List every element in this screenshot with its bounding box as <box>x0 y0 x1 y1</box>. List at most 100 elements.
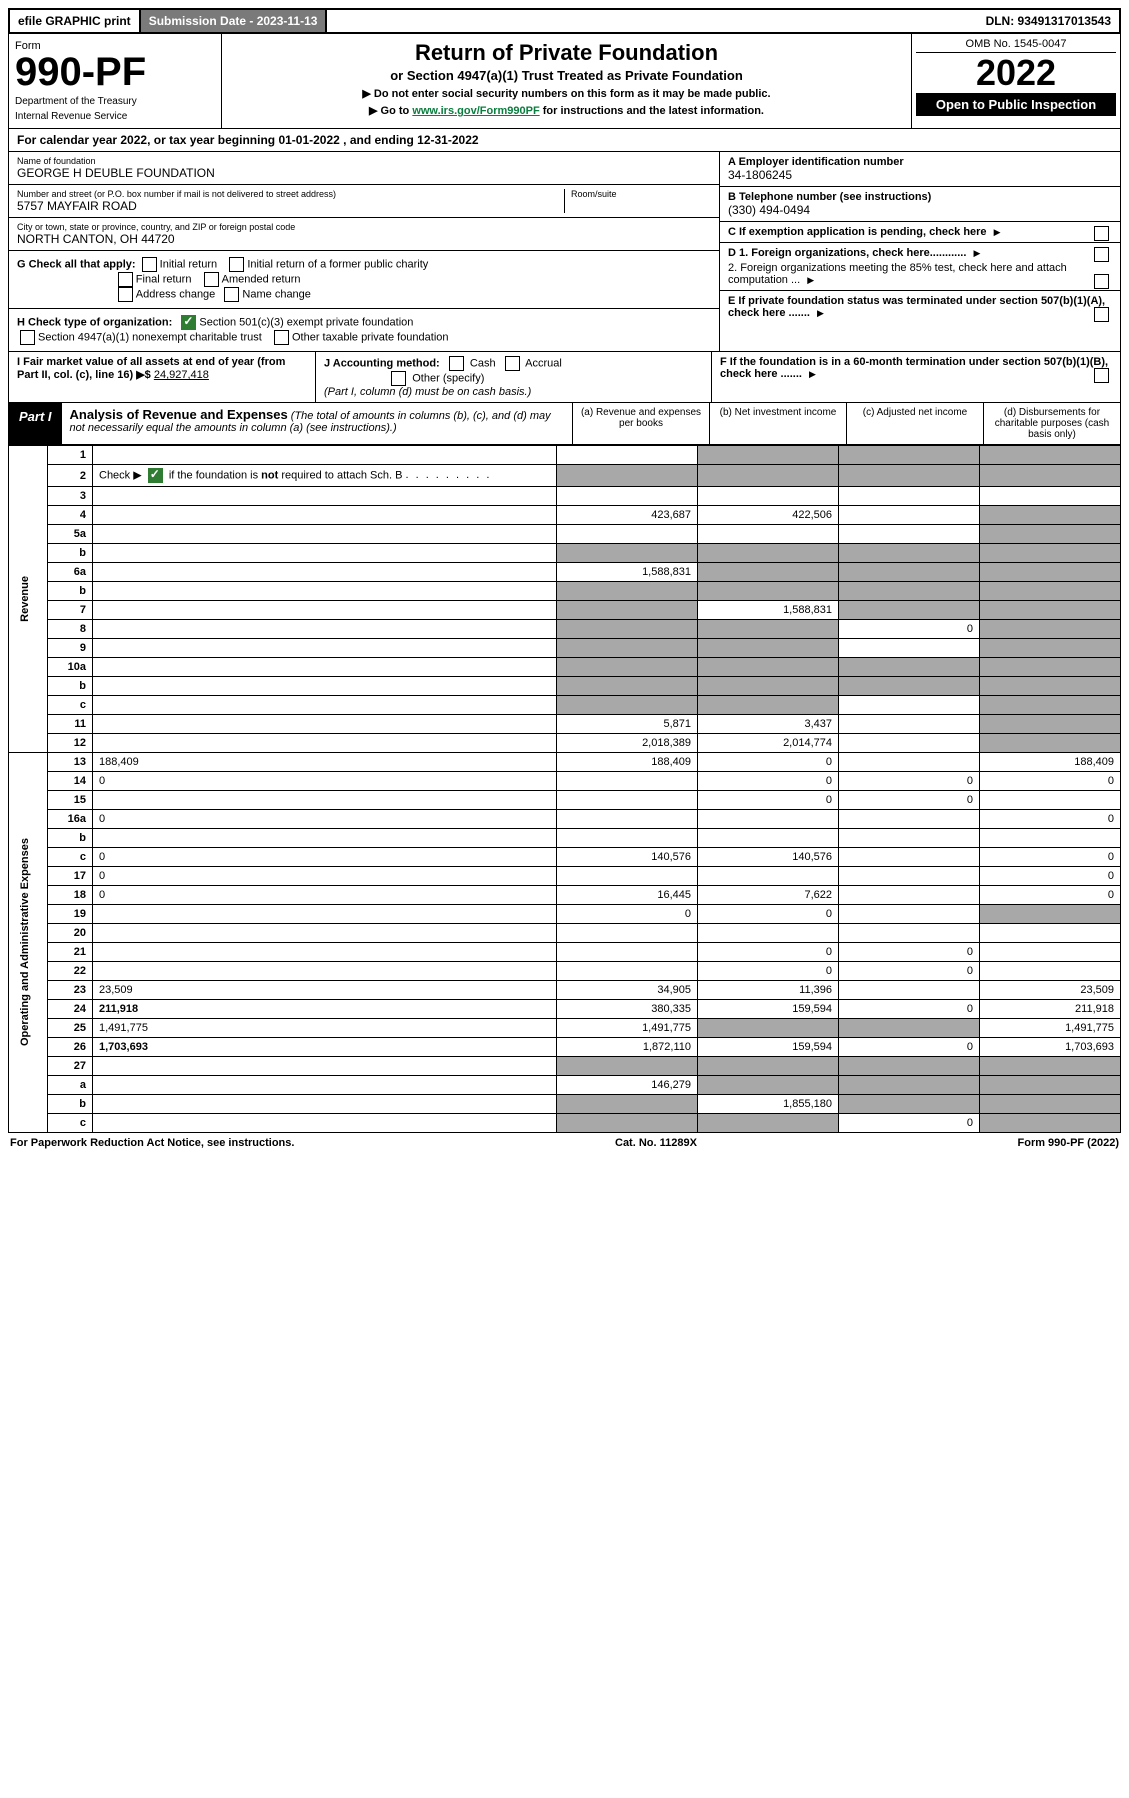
part1-title: Analysis of Revenue and Expenses <box>70 407 288 422</box>
form-header: Form 990-PF Department of the Treasury I… <box>8 34 1121 129</box>
table-row: 1700 <box>9 867 1121 886</box>
table-row: 18016,4457,6220 <box>9 886 1121 905</box>
line-description: 188,409 <box>93 753 557 772</box>
line-number: a <box>48 1076 93 1095</box>
goto-prefix: ▶ Go to <box>369 105 412 117</box>
col-b-value: 422,506 <box>698 506 839 525</box>
line-description: 23,509 <box>93 981 557 1000</box>
col-c-value: 0 <box>839 620 980 639</box>
col-b-value <box>698 810 839 829</box>
accrual-checkbox[interactable] <box>505 356 520 371</box>
part1-table: Revenue12Check ▶ if the foundation is no… <box>8 445 1121 1133</box>
col-d-value <box>980 829 1121 848</box>
d2-checkbox[interactable] <box>1094 274 1109 289</box>
addr-label: Number and street (or P.O. box number if… <box>17 189 564 199</box>
line-description: 1,703,693 <box>93 1038 557 1057</box>
table-row: 80 <box>9 620 1121 639</box>
h-opt-other: Other taxable private foundation <box>292 331 449 343</box>
col-c-value <box>839 810 980 829</box>
table-row: 20 <box>9 924 1121 943</box>
d1-checkbox[interactable] <box>1094 247 1109 262</box>
efile-print-label[interactable]: efile GRAPHIC print <box>10 10 141 32</box>
col-c-value <box>839 829 980 848</box>
col-b-value <box>698 1076 839 1095</box>
col-b-value <box>698 696 839 715</box>
table-row: 251,491,7751,491,7751,491,775 <box>9 1019 1121 1038</box>
f-checkbox[interactable] <box>1094 368 1109 383</box>
other-method-checkbox[interactable] <box>391 371 406 386</box>
i-label: I Fair market value of all assets at end… <box>17 356 285 381</box>
arrow-icon <box>994 226 1001 238</box>
col-a-value: 16,445 <box>557 886 698 905</box>
col-d-header: (d) Disbursements for charitable purpose… <box>983 403 1120 444</box>
table-row: 1900 <box>9 905 1121 924</box>
col-d-value: 1,491,775 <box>980 1019 1121 1038</box>
col-c-value: 0 <box>839 962 980 981</box>
amended-return-checkbox[interactable] <box>204 272 219 287</box>
col-d-value <box>980 1076 1121 1095</box>
line-description <box>93 791 557 810</box>
col-a-value <box>557 601 698 620</box>
omb-number: OMB No. 1545-0047 <box>916 38 1116 53</box>
paperwork-notice: For Paperwork Reduction Act Notice, see … <box>10 1137 294 1149</box>
address-row: Number and street (or P.O. box number if… <box>9 185 719 218</box>
col-b-value: 3,437 <box>698 715 839 734</box>
d2-label: 2. Foreign organizations meeting the 85%… <box>728 262 1067 286</box>
501c3-checkbox[interactable] <box>181 315 196 330</box>
table-row: 6a1,588,831 <box>9 563 1121 582</box>
col-c-value <box>839 639 980 658</box>
line-number: 23 <box>48 981 93 1000</box>
table-row: 2200 <box>9 962 1121 981</box>
address-change-checkbox[interactable] <box>118 287 133 302</box>
name-change-checkbox[interactable] <box>224 287 239 302</box>
line-number: 4 <box>48 506 93 525</box>
e-cell: E If private foundation status was termi… <box>720 291 1120 323</box>
j-other: Other (specify) <box>412 372 484 384</box>
col-b-value: 0 <box>698 772 839 791</box>
col-b-value: 140,576 <box>698 848 839 867</box>
col-b-value <box>698 446 839 465</box>
col-a-value: 2,018,389 <box>557 734 698 753</box>
sch-b-checkbox[interactable] <box>148 468 163 483</box>
col-a-value: 1,872,110 <box>557 1038 698 1057</box>
final-return-checkbox[interactable] <box>118 272 133 287</box>
table-row: b <box>9 829 1121 848</box>
table-row: c0 <box>9 1114 1121 1133</box>
col-c-value <box>839 563 980 582</box>
col-b-value <box>698 563 839 582</box>
col-a-value <box>557 924 698 943</box>
col-d-value <box>980 962 1121 981</box>
j-label: J Accounting method: <box>324 357 440 369</box>
line-number: 19 <box>48 905 93 924</box>
g-opt-amended: Amended return <box>222 273 301 285</box>
initial-return-checkbox[interactable] <box>142 257 157 272</box>
irs-form-link[interactable]: www.irs.gov/Form990PF <box>412 105 539 117</box>
4947-checkbox[interactable] <box>20 330 35 345</box>
col-d-value: 0 <box>980 810 1121 829</box>
col-c-value <box>839 658 980 677</box>
f-label: F If the foundation is in a 60-month ter… <box>720 356 1108 380</box>
line-number: 2 <box>48 465 93 487</box>
line-number: 18 <box>48 886 93 905</box>
line-number: 24 <box>48 1000 93 1019</box>
other-taxable-checkbox[interactable] <box>274 330 289 345</box>
col-a-value: 1,588,831 <box>557 563 698 582</box>
line-number: c <box>48 696 93 715</box>
line-description <box>93 544 557 563</box>
table-row: 24211,918380,335159,5940211,918 <box>9 1000 1121 1019</box>
initial-public-checkbox[interactable] <box>229 257 244 272</box>
j-cash: Cash <box>470 357 496 369</box>
line-number: 11 <box>48 715 93 734</box>
col-b-value <box>698 582 839 601</box>
cash-checkbox[interactable] <box>449 356 464 371</box>
col-d-value <box>980 544 1121 563</box>
col-c-value <box>839 981 980 1000</box>
col-a-value: 1,491,775 <box>557 1019 698 1038</box>
j-cell: J Accounting method: Cash Accrual Other … <box>316 352 712 402</box>
col-d-value <box>980 677 1121 696</box>
ein-value: 34-1806245 <box>728 168 1112 182</box>
c-checkbox[interactable] <box>1094 226 1109 241</box>
line-description: 1,491,775 <box>93 1019 557 1038</box>
e-checkbox[interactable] <box>1094 307 1109 322</box>
part1-header: Part I Analysis of Revenue and Expenses … <box>8 403 1121 445</box>
